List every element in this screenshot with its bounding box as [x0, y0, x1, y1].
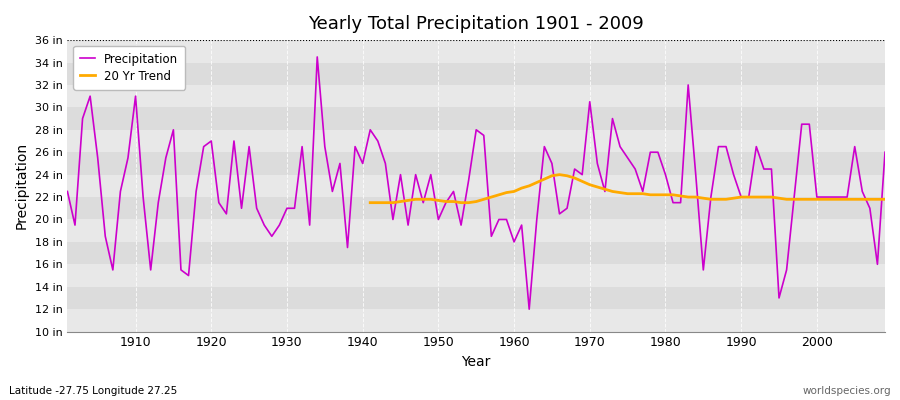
20 Yr Trend — [402, 198, 413, 203]
X-axis label: Year: Year — [462, 355, 490, 369]
Title: Yearly Total Precipitation 1901 - 2009: Yearly Total Precipitation 1901 - 2009 — [309, 15, 644, 33]
20 Yr Trend — [531, 180, 542, 185]
Bar — [68, 197, 885, 220]
Line: Precipitation: Precipitation — [68, 57, 885, 309]
Bar — [68, 130, 885, 152]
Precipitation — [524, 307, 535, 312]
20 Yr Trend — [554, 172, 565, 177]
Text: Latitude -27.75 Longitude 27.25: Latitude -27.75 Longitude 27.25 — [9, 386, 177, 396]
Bar — [68, 264, 885, 287]
Line: 20 Yr Trend: 20 Yr Trend — [370, 175, 885, 203]
20 Yr Trend — [668, 192, 679, 197]
Precipitation — [62, 189, 73, 194]
Bar — [68, 220, 885, 242]
Bar — [68, 242, 885, 264]
20 Yr Trend — [872, 197, 883, 202]
20 Yr Trend — [879, 197, 890, 202]
Text: worldspecies.org: worldspecies.org — [803, 386, 891, 396]
Precipitation — [879, 150, 890, 155]
Bar — [68, 107, 885, 130]
Bar — [68, 309, 885, 332]
20 Yr Trend — [539, 177, 550, 182]
Precipitation — [311, 54, 322, 59]
Bar — [68, 40, 885, 62]
Precipitation — [615, 144, 626, 149]
Bar — [68, 175, 885, 197]
Y-axis label: Precipitation: Precipitation — [15, 142, 29, 230]
Bar — [68, 152, 885, 175]
Precipitation — [342, 245, 353, 250]
Bar — [68, 62, 885, 85]
Legend: Precipitation, 20 Yr Trend: Precipitation, 20 Yr Trend — [73, 46, 185, 90]
Precipitation — [289, 206, 300, 211]
Precipitation — [122, 156, 133, 160]
20 Yr Trend — [464, 200, 474, 205]
Bar — [68, 287, 885, 309]
20 Yr Trend — [364, 200, 375, 205]
Bar — [68, 85, 885, 107]
Precipitation — [508, 240, 519, 244]
Precipitation — [517, 223, 527, 228]
